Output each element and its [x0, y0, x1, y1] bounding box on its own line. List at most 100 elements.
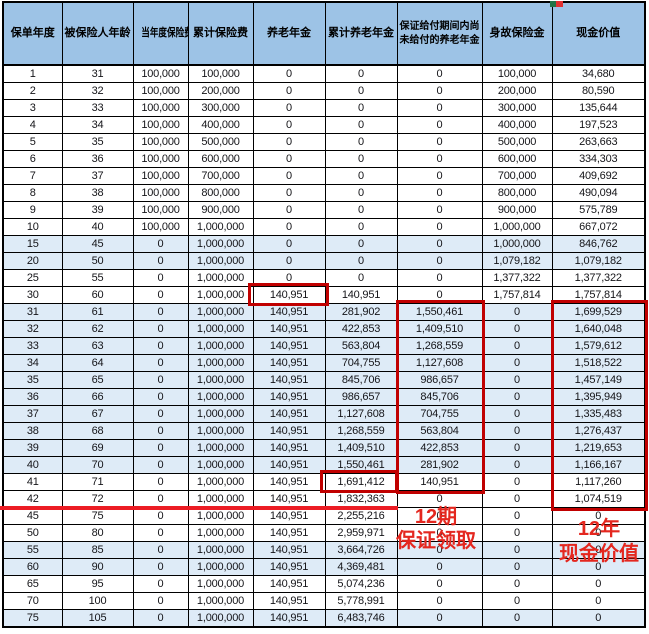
table-cell: 704,755: [324, 354, 398, 372]
table-cell: 1,832,363: [324, 490, 398, 508]
table-cell: 1,757,814: [551, 286, 646, 304]
table-cell: 0: [396, 524, 483, 542]
table-cell: 845,706: [396, 388, 483, 406]
table-cell: 1,377,322: [551, 269, 646, 287]
table-cell: 0: [132, 252, 189, 270]
table-cell: 4: [2, 116, 63, 134]
table-cell: 846,762: [551, 235, 646, 253]
table-cell: 100,000: [132, 133, 189, 151]
header-cell-6: 累计养老年金: [324, 1, 398, 66]
table-cell: 0: [396, 218, 483, 236]
table-cell: 0: [551, 524, 646, 542]
table-cell: 0: [481, 541, 553, 559]
table-cell: 34,680: [551, 64, 646, 83]
table-cell: 0: [132, 303, 189, 321]
table-cell: 0: [324, 252, 398, 270]
table-cell: 0: [396, 99, 483, 117]
table-cell: 0: [132, 507, 189, 525]
table-cell: 0: [132, 609, 189, 628]
table-cell: 1,000,000: [187, 320, 254, 338]
table-cell: 700,000: [481, 167, 553, 185]
table-cell: 1,000,000: [187, 422, 254, 440]
table-cell: 38: [61, 184, 134, 202]
table-cell: 64: [61, 354, 134, 372]
table-cell: 55: [61, 269, 134, 287]
table-cell: 140,951: [252, 541, 326, 559]
table-cell: 0: [132, 269, 189, 287]
table-row: 6 36 100,000 600,000 0 0 0 600,000 334,303: [2, 150, 646, 168]
table-cell: 38: [2, 422, 63, 440]
table-cell: 0: [252, 252, 326, 270]
table-row: 75 105 0 1,000,000 140,951 6,483,746 0 0 0: [2, 609, 646, 628]
table-cell: 15: [2, 235, 63, 253]
table-cell: 1,000,000: [187, 337, 254, 355]
table-cell: 0: [252, 133, 326, 151]
table-cell: 0: [481, 303, 553, 321]
table-cell: 0: [396, 507, 483, 525]
table-cell: 1,268,559: [324, 422, 398, 440]
table-cell: 0: [132, 354, 189, 372]
table-row: 41 71 0 1,000,000 140,951 1,691,412 140,951 0 1,…: [2, 473, 646, 491]
table-cell: 0: [132, 388, 189, 406]
table-cell: 490,094: [551, 184, 646, 202]
table-row: 25 55 0 1,000,000 0 0 0 1,377,322 1,377,322: [2, 269, 646, 287]
table-cell: 0: [132, 320, 189, 338]
table-cell: 422,853: [324, 320, 398, 338]
table-cell: 36: [61, 150, 134, 168]
table-cell: 0: [132, 575, 189, 593]
table-cell: 70: [61, 456, 134, 474]
table-cell: 800,000: [187, 184, 254, 202]
table-cell: 1,000,000: [187, 439, 254, 457]
table-cell: 100,000: [132, 167, 189, 185]
table-cell: 422,853: [396, 439, 483, 457]
table-cell: 39: [2, 439, 63, 457]
table-cell: 1,079,182: [551, 252, 646, 270]
table-cell: 105: [61, 609, 134, 628]
table-cell: 0: [481, 558, 553, 576]
table-cell: 100,000: [187, 64, 254, 83]
table-cell: 140,951: [252, 609, 326, 628]
table-cell: 1,550,461: [396, 303, 483, 321]
table-row: 2 32 100,000 200,000 0 0 0 200,000 80,590: [2, 82, 646, 100]
table-cell: 1,000,000: [187, 490, 254, 508]
table-row: 39 69 0 1,000,000 140,951 1,409,510 422,853 0 1,…: [2, 439, 646, 457]
table-cell: 0: [324, 133, 398, 151]
table-cell: 0: [396, 167, 483, 185]
table-cell: 0: [551, 575, 646, 593]
table-cell: 0: [551, 592, 646, 610]
table-cell: 45: [61, 235, 134, 253]
table-cell: 0: [252, 269, 326, 287]
table-cell: 1,000,000: [187, 558, 254, 576]
table-row: 50 80 0 1,000,000 140,951 2,959,971 0 0 0: [2, 524, 646, 542]
table-cell: 600,000: [187, 150, 254, 168]
table-cell: 140,951: [252, 490, 326, 508]
table-cell: 5: [2, 133, 63, 151]
table-cell: 563,804: [396, 422, 483, 440]
table-cell: 34: [2, 354, 63, 372]
table-cell: 0: [396, 133, 483, 151]
table-cell: 140,951: [252, 337, 326, 355]
table-cell: 0: [132, 371, 189, 389]
table-cell: 140,951: [252, 473, 326, 491]
table-cell: 5,778,991: [324, 592, 398, 610]
table-cell: 140,951: [252, 371, 326, 389]
table-cell: 300,000: [481, 99, 553, 117]
table-cell: 140,951: [252, 524, 326, 542]
table-cell: 20: [2, 252, 63, 270]
table-cell: 1: [2, 64, 63, 83]
table-cell: 200,000: [187, 82, 254, 100]
table-cell: 1,000,000: [187, 354, 254, 372]
table-cell: 986,657: [396, 371, 483, 389]
table-cell: 0: [132, 592, 189, 610]
table-cell: 200,000: [481, 82, 553, 100]
table-cell: 334,303: [551, 150, 646, 168]
table-cell: 0: [481, 337, 553, 355]
table-cell: 0: [324, 269, 398, 287]
table-cell: 0: [132, 524, 189, 542]
table-cell: 0: [324, 167, 398, 185]
table-cell: 1,409,510: [396, 320, 483, 338]
table-cell: 1,000,000: [187, 269, 254, 287]
table-cell: 100,000: [132, 64, 189, 83]
header-cell-4: 累计保险费: [187, 1, 254, 66]
header-cell-5: 养老年金: [252, 1, 326, 66]
